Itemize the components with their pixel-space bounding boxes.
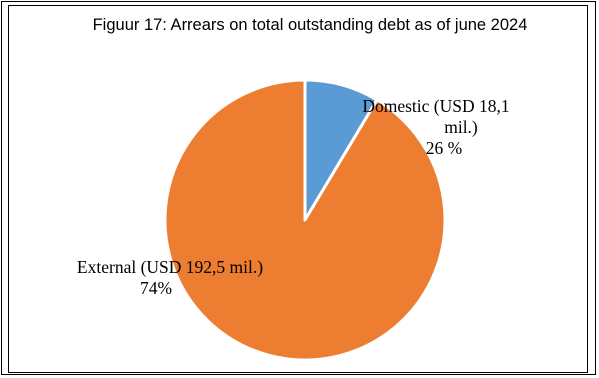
slice-label-domestic-line3: 26 % [425,138,463,158]
slice-label-domestic: Domestic (USD 18,1 mil.) 26 % [336,96,536,159]
slice-label-domestic-line2: mil.) [444,117,478,137]
pie-slice-external [163,78,447,362]
slice-label-external-line1: External (USD 192,5 mil.) [76,257,264,277]
slice-label-domestic-line1: Domestic (USD 18,1 [362,96,510,116]
chart-title: Figuur 17: Arrears on total outstanding … [92,16,528,34]
slice-label-external-line2: 74% [139,278,173,298]
chart-frame [8,5,588,373]
slice-label-external: External (USD 192,5 mil.) 74% [30,257,310,299]
